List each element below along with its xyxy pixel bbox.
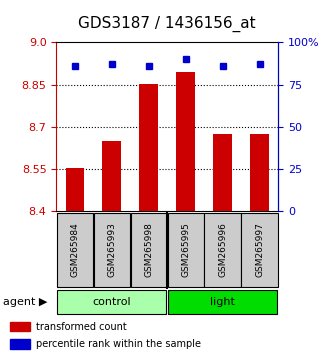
Bar — [66, 168, 84, 211]
FancyBboxPatch shape — [205, 213, 241, 287]
Bar — [139, 84, 158, 211]
Bar — [213, 133, 232, 211]
Bar — [10, 322, 29, 331]
FancyBboxPatch shape — [167, 213, 204, 287]
FancyBboxPatch shape — [241, 213, 278, 287]
FancyBboxPatch shape — [57, 290, 166, 314]
Text: GSM265998: GSM265998 — [144, 222, 153, 277]
Text: GSM265993: GSM265993 — [107, 222, 116, 277]
Text: GSM265984: GSM265984 — [70, 222, 79, 277]
Text: GSM265996: GSM265996 — [218, 222, 227, 277]
Text: control: control — [92, 297, 131, 307]
Bar — [250, 133, 269, 211]
Text: transformed count: transformed count — [36, 322, 127, 332]
Bar — [10, 339, 29, 349]
FancyBboxPatch shape — [94, 213, 130, 287]
FancyBboxPatch shape — [130, 213, 167, 287]
FancyBboxPatch shape — [168, 290, 277, 314]
Text: GDS3187 / 1436156_at: GDS3187 / 1436156_at — [78, 16, 256, 32]
Text: light: light — [210, 297, 235, 307]
Text: GSM265997: GSM265997 — [255, 222, 264, 277]
Text: percentile rank within the sample: percentile rank within the sample — [36, 339, 201, 349]
Bar — [103, 141, 121, 211]
Bar — [176, 72, 195, 211]
FancyBboxPatch shape — [57, 213, 93, 287]
Text: agent ▶: agent ▶ — [3, 297, 48, 307]
Text: GSM265995: GSM265995 — [181, 222, 190, 277]
